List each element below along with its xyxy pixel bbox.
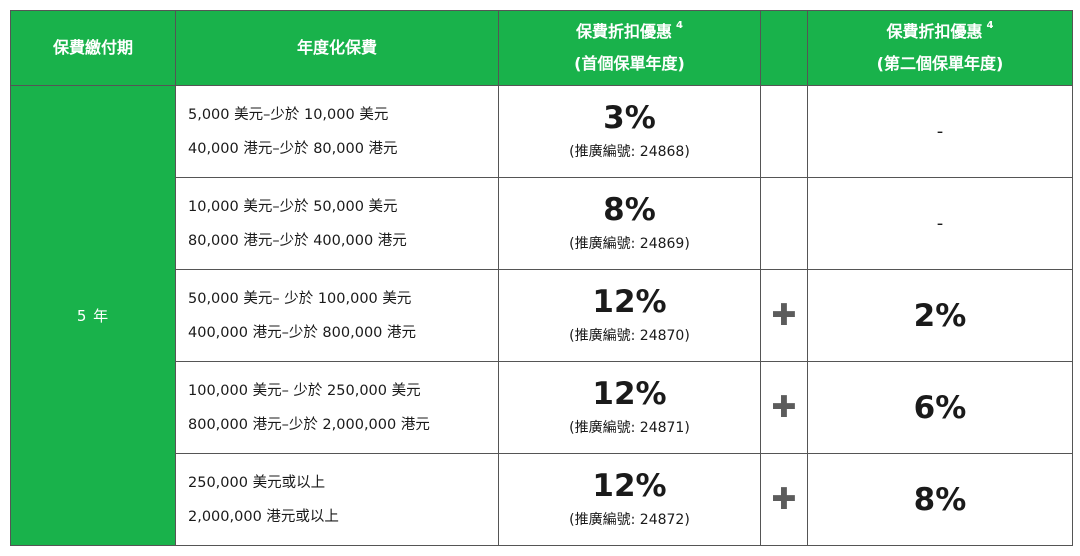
header-spacer: [760, 10, 808, 86]
plus-cell: [760, 85, 808, 178]
discount-percent: 12%: [592, 375, 667, 412]
table-row: 50,000 美元– 少於 100,000 美元 400,000 港元–少於 8…: [11, 269, 1073, 362]
first-year-discount-cell: 12% (推廣編號: 24871): [498, 361, 761, 454]
table-row: 5 年 5,000 美元–少於 10,000 美元 40,000 港元–少於 8…: [10, 85, 1073, 546]
header-first-year-title: 保費折扣優惠: [576, 22, 673, 41]
first-year-discount-cell: 12% (推廣編號: 24870): [498, 269, 761, 362]
premium-range-cell: 50,000 美元– 少於 100,000 美元 400,000 港元–少於 8…: [175, 269, 499, 362]
plus-cell: ✚: [760, 453, 808, 546]
footnote-marker: 4: [676, 20, 683, 31]
premium-range-cell: 100,000 美元– 少於 250,000 美元 800,000 港元–少於 …: [175, 361, 499, 454]
range-hkd: 800,000 港元–少於 2,000,000 港元: [188, 416, 430, 433]
second-year-value: 8%: [913, 481, 967, 518]
range-hkd: 40,000 港元–少於 80,000 港元: [188, 140, 398, 157]
plus-cell: ✚: [760, 361, 808, 454]
second-year-discount-cell: 6%: [807, 361, 1073, 454]
promo-code: (推廣編號: 24872): [569, 511, 690, 528]
plus-cell: ✚: [760, 269, 808, 362]
range-usd: 250,000 美元或以上: [188, 474, 326, 491]
footnote-marker: 4: [986, 20, 994, 31]
second-year-value: -: [936, 213, 944, 234]
range-hkd: 400,000 港元–少於 800,000 港元: [188, 324, 416, 341]
first-year-discount-cell: 12% (推廣編號: 24872): [498, 453, 761, 546]
range-usd: 50,000 美元– 少於 100,000 美元: [188, 290, 412, 307]
second-year-discount-cell: -: [807, 85, 1073, 178]
table-row: 100,000 美元– 少於 250,000 美元 800,000 港元–少於 …: [11, 361, 1073, 454]
first-year-discount-cell: 8% (推廣編號: 24869): [498, 177, 761, 270]
header-second-year-title: 保費折扣優惠: [886, 22, 983, 41]
payment-period-cell: 5 年: [10, 85, 176, 546]
range-hkd: 80,000 港元–少於 400,000 港元: [188, 232, 407, 249]
range-hkd: 2,000,000 港元或以上: [188, 508, 339, 525]
premium-range-cell: 250,000 美元或以上 2,000,000 港元或以上: [175, 453, 499, 546]
promo-code: (推廣編號: 24868): [569, 143, 690, 160]
header-annualized-premium: 年度化保費: [175, 10, 499, 86]
header-second-year-discount: 保費折扣優惠 4 (第二個保單年度): [807, 10, 1073, 86]
discount-percent: 12%: [592, 283, 667, 320]
plus-cell: [760, 177, 808, 270]
header-row: 保費繳付期 年度化保費 保費折扣優惠 4 (首個保單年度) 保費折扣優惠 4 (第二…: [10, 10, 1073, 86]
table-row: 10,000 美元–少於 50,000 美元 80,000 港元–少於 400,…: [11, 177, 1073, 270]
premium-range-cell: 10,000 美元–少於 50,000 美元 80,000 港元–少於 400,…: [175, 177, 499, 270]
range-usd: 5,000 美元–少於 10,000 美元: [188, 106, 389, 123]
header-second-year-subtitle: (第二個保單年度): [876, 54, 1004, 73]
plus-icon: ✚: [771, 298, 797, 333]
discount-percent: 3%: [603, 99, 656, 136]
discount-percent: 8%: [603, 191, 656, 228]
promo-code: (推廣編號: 24869): [569, 235, 690, 252]
promo-code: (推廣編號: 24871): [569, 419, 690, 436]
plus-icon: ✚: [771, 390, 797, 425]
premium-discount-table: 保費繳付期 年度化保費 保費折扣優惠 4 (首個保單年度) 保費折扣優惠 4 (第二…: [10, 10, 1073, 546]
promo-code: (推廣編號: 24870): [569, 327, 690, 344]
header-first-year-discount: 保費折扣優惠 4 (首個保單年度): [498, 10, 761, 86]
second-year-discount-cell: 8%: [807, 453, 1073, 546]
first-year-discount-cell: 3% (推廣編號: 24868): [498, 85, 761, 178]
header-payment-period: 保費繳付期: [10, 10, 176, 86]
second-year-discount-cell: 2%: [807, 269, 1073, 362]
second-year-value: -: [936, 121, 944, 142]
second-year-value: 2%: [913, 297, 967, 334]
second-year-value: 6%: [913, 389, 967, 426]
header-first-year-subtitle: (首個保單年度): [574, 54, 685, 73]
range-usd: 10,000 美元–少於 50,000 美元: [188, 198, 398, 215]
table-row: 250,000 美元或以上 2,000,000 港元或以上 12% (推廣編號:…: [11, 453, 1073, 546]
discount-percent: 12%: [592, 467, 667, 504]
range-usd: 100,000 美元– 少於 250,000 美元: [188, 382, 421, 399]
plus-icon: ✚: [771, 482, 797, 517]
premium-range-cell: 5,000 美元–少於 10,000 美元 40,000 港元–少於 80,00…: [175, 85, 499, 178]
second-year-discount-cell: -: [807, 177, 1073, 270]
